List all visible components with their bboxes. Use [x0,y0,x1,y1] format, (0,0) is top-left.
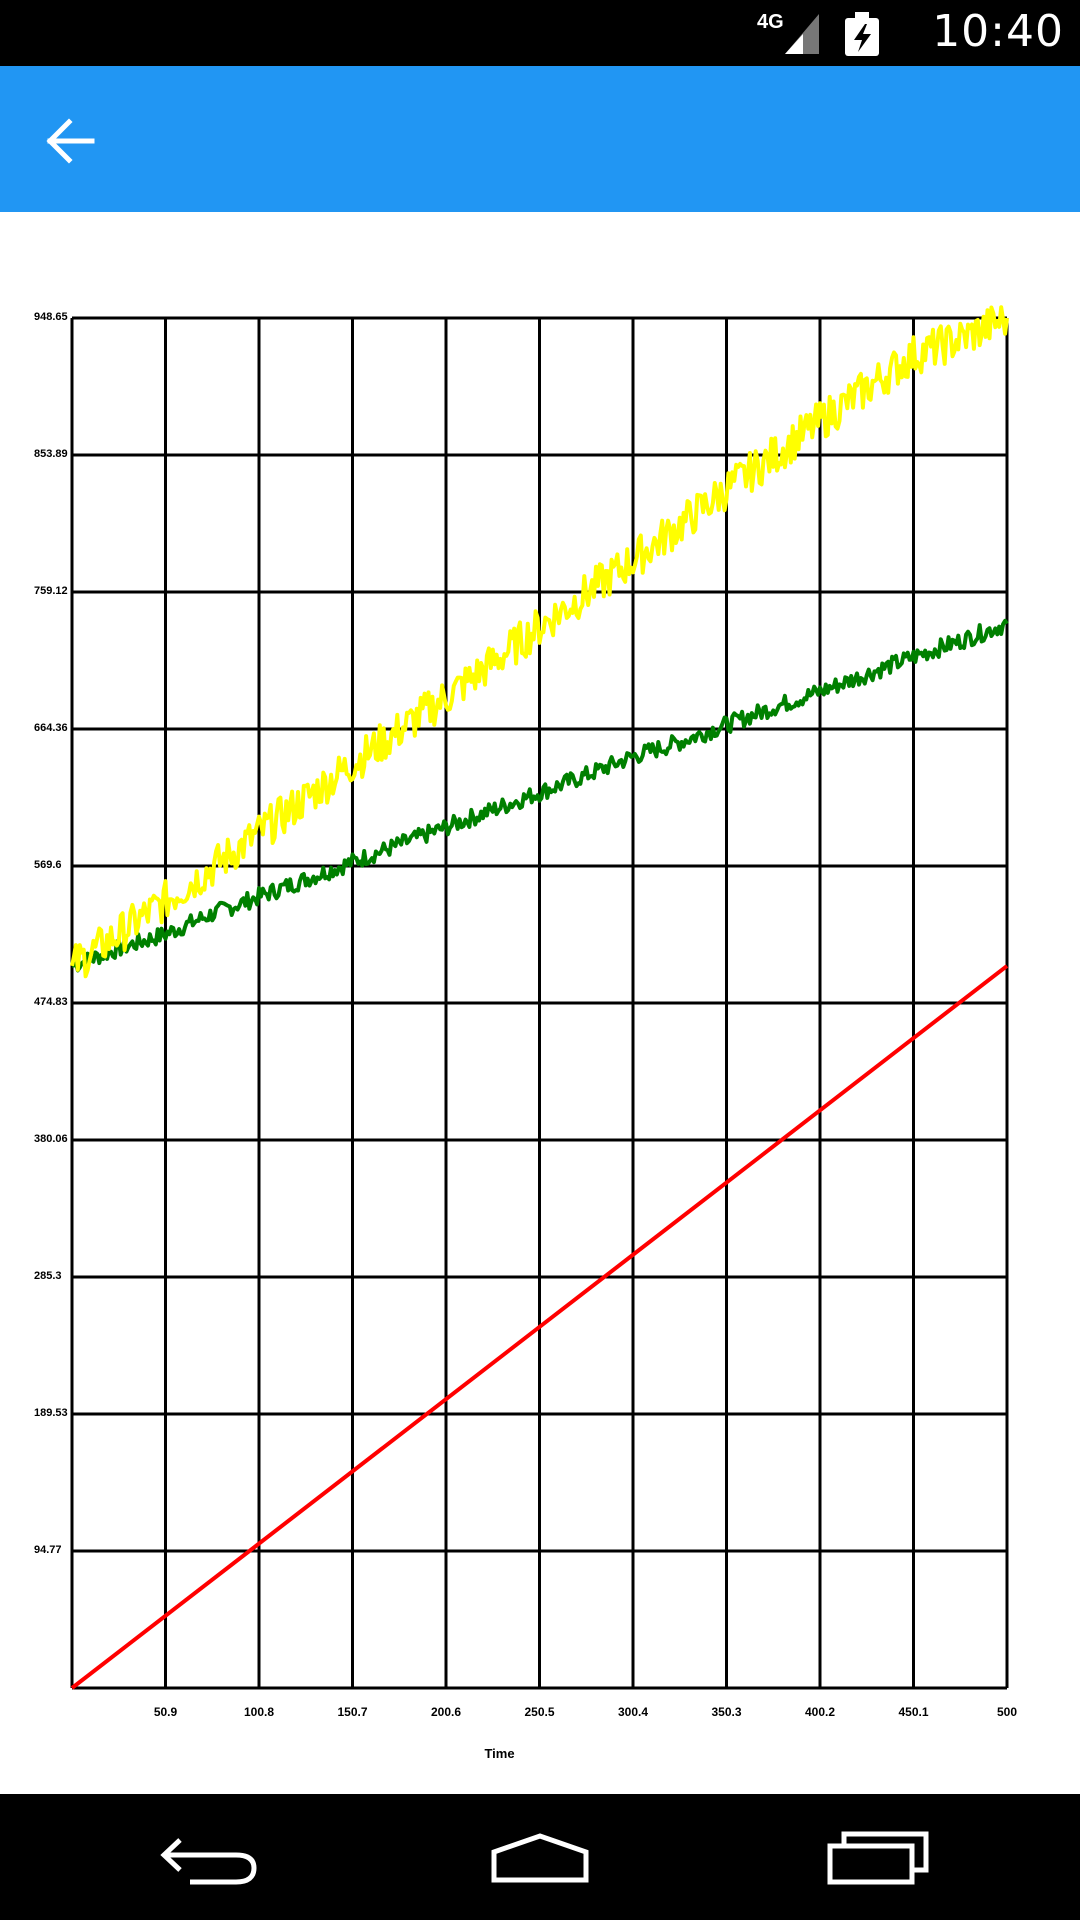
x-tick-label: 300.4 [618,1705,648,1719]
nav-home-button[interactable] [480,1824,600,1890]
arrow-left-icon [46,118,95,164]
x-tick-label: 350.3 [711,1705,741,1719]
y-tick-label: 948.65 [34,311,68,323]
y-tick-label: 380.06 [34,1133,68,1145]
y-tick-label: 569.6 [34,859,62,871]
signal-icon: 4G [757,11,819,54]
x-tick-label: 200.6 [431,1705,461,1719]
nav-back-icon [160,1838,257,1885]
status-icons: 4G [757,11,879,56]
x-tick-label: 150.7 [337,1705,367,1719]
series-line-3 [70,305,1009,979]
y-tick-label: 759.12 [34,585,68,597]
series-line-2 [71,618,1009,973]
content-area: 50.9 100.8 150.7 200.6 250.5 300.4 350.3 400.2 4… [0,212,1080,1794]
x-tick-label: 500 [997,1705,1017,1719]
navigation-bar [0,1794,1080,1920]
nav-recents-icon [827,1831,929,1885]
nav-recents-button[interactable] [820,1824,940,1890]
y-tick-label: 853.89 [34,448,68,460]
nav-back-button[interactable] [150,1824,270,1890]
series-line-1 [70,964,1009,1690]
battery-charging-icon [845,12,879,56]
app-bar [0,66,1080,212]
x-tick-label: 450.1 [898,1705,928,1719]
network-type-label: 4G [757,11,784,33]
x-axis-label: Time [484,1746,514,1761]
nav-home-icon [491,1833,589,1883]
status-time: 10:40 [932,6,1064,57]
x-tick-label: 250.5 [524,1705,554,1719]
x-tick-label: 400.2 [805,1705,835,1719]
y-tick-label: 285.3 [34,1270,62,1282]
x-tick-label: 50.9 [154,1705,178,1719]
y-tick-label: 474.83 [34,996,68,1008]
status-bar: 4G 10:40 [0,0,1080,66]
y-tick-label: 94.77 [34,1544,62,1556]
x-tick-label: 100.8 [244,1705,274,1719]
y-tick-label: 189.53 [34,1407,68,1419]
y-tick-label: 664.36 [34,722,68,734]
line-chart: 50.9 100.8 150.7 200.6 250.5 300.4 350.3 400.2 4… [34,305,1017,1761]
back-button[interactable] [36,106,106,176]
